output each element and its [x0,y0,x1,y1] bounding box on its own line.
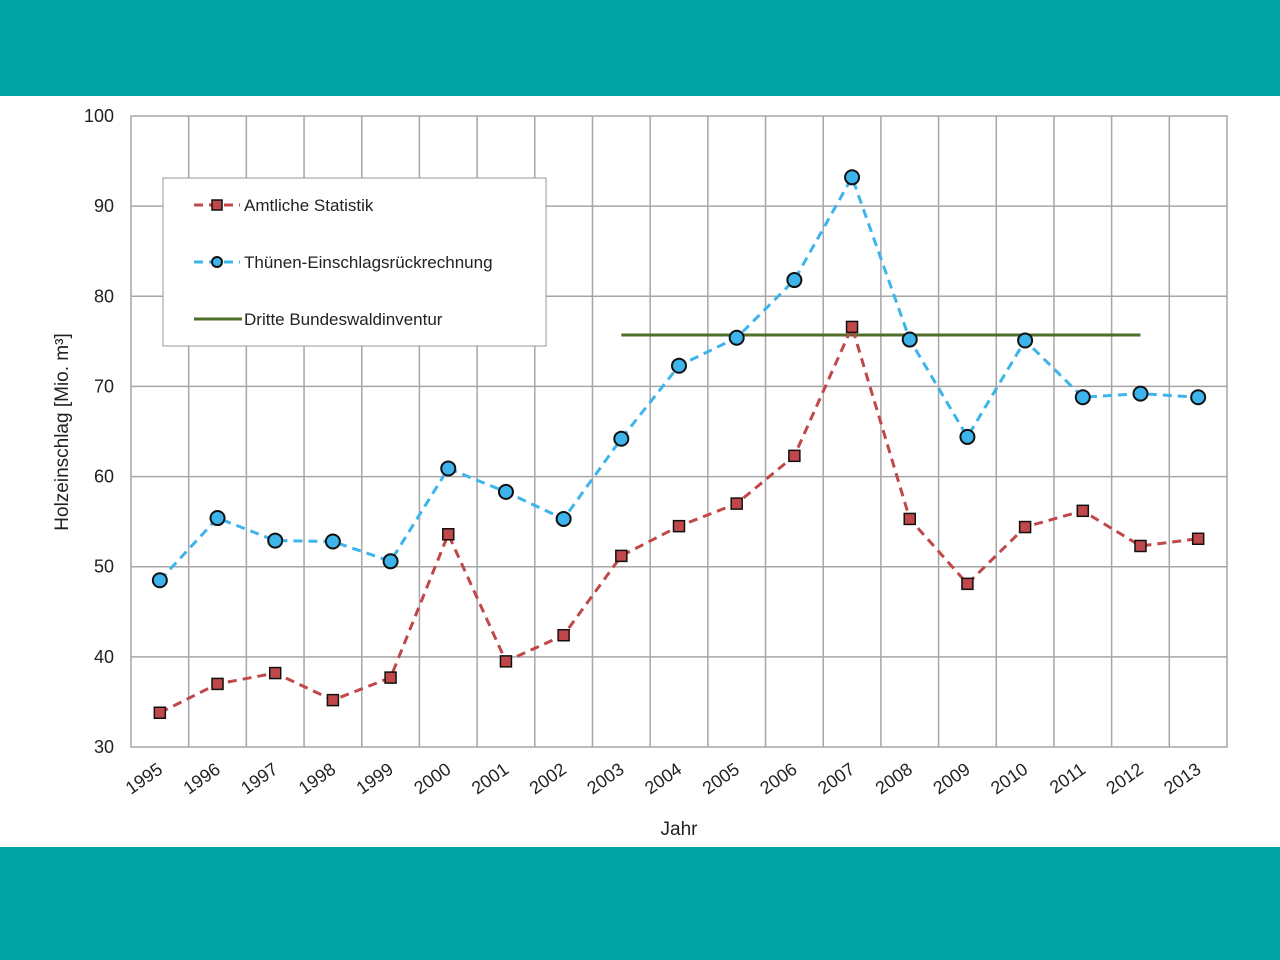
x-tick-label: 2012 [1102,759,1146,798]
x-tick-label: 2005 [699,759,743,798]
x-tick-label: 2006 [756,759,800,798]
data-point-thuenen [1017,332,1034,349]
data-point-thuenen [324,533,341,550]
y-tick-label: 50 [94,557,114,577]
x-tick-label: 1997 [237,759,281,798]
series-layer [151,169,1207,719]
data-point-amtliche-statistik [384,671,397,684]
data-point-thuenen [151,572,168,589]
data-point-thuenen [1190,389,1207,406]
x-tick-labels: 1995 1996 1997 1998 1999 2000 2001 2002 2003 2004… [122,759,1205,798]
x-tick-label: 2003 [583,759,627,798]
y-tick-label: 60 [94,467,114,487]
data-point-amtliche-statistik [1076,504,1090,518]
data-point-amtliche-statistik [442,528,455,541]
y-tick-label: 100 [84,106,114,126]
data-point-thuenen [1074,389,1091,406]
bottom-band [0,847,1280,960]
x-tick-label: 2011 [1046,759,1089,798]
data-point-amtliche-statistik [499,655,513,668]
data-point-amtliche-statistik [788,449,801,463]
data-point-thuenen [267,532,284,549]
data-point-thuenen [209,510,226,527]
x-tick-label: 2000 [410,759,454,798]
data-point-thuenen [555,510,572,527]
x-tick-label: 1996 [180,759,224,798]
series-line-amtliche-statistik [159,322,1199,715]
y-tick-label: 90 [94,196,114,216]
data-point-amtliche-statistik [1018,520,1032,534]
data-point-thuenen [728,329,745,346]
x-tick-label: 2010 [987,759,1031,798]
data-point-amtliche-statistik [903,512,916,526]
data-point-amtliche-statistik [153,706,167,719]
data-point-amtliche-statistik [845,320,859,334]
plot-border [130,115,1228,748]
data-point-amtliche-statistik [211,677,224,691]
x-tick-label: 2008 [872,759,916,798]
x-tick-label: 1999 [353,759,397,798]
legend-label: Dritte Bundeswaldinventur [244,310,443,329]
data-point-thuenen [440,460,457,477]
legend-label: Amtliche Statistik [244,196,374,215]
y-tick-labels: 30 40 50 60 70 80 90 100 [84,106,114,757]
x-tick-label: 2009 [929,759,973,798]
x-tick-label: 2004 [641,759,685,798]
x-tick-label: 2013 [1160,759,1204,798]
data-point-thuenen [844,169,861,186]
x-tick-label: 1998 [295,759,339,798]
data-point-amtliche-statistik [1191,532,1205,546]
data-point-thuenen [959,428,976,445]
y-tick-label: 40 [94,647,114,667]
legend-marker-circle [211,256,223,268]
x-tick-label: 2001 [468,759,512,798]
data-point-thuenen [671,357,687,374]
top-band [0,0,1280,96]
data-point-amtliche-statistik [326,693,340,707]
data-point-thuenen [786,272,803,289]
data-point-amtliche-statistik [268,666,282,680]
data-point-amtliche-statistik [557,628,570,642]
data-point-amtliche-statistik [961,577,974,591]
data-point-thuenen [382,553,399,570]
x-tick-label: 2002 [526,759,570,798]
y-tick-label: 30 [94,737,114,757]
data-point-thuenen [901,331,918,348]
y-axis-label: Holzeinschlag [Mio. m³] [52,333,73,530]
legend-label: Thünen-Einschlagsrückrechnung [244,253,493,272]
data-point-thuenen [497,483,514,500]
data-point-amtliche-statistik [672,519,686,533]
x-tick-label: 1995 [122,759,166,798]
data-point-amtliche-statistik [730,497,743,510]
x-axis-label: Jahr [661,819,699,840]
y-tick-label: 70 [94,376,114,396]
legend: Amtliche Statistik Thünen-Einschlagsrückr… [162,177,547,347]
legend-marker-square [211,199,223,211]
y-tick-label: 80 [94,286,114,306]
data-point-thuenen [613,430,630,447]
x-tick-label: 2007 [814,759,858,798]
data-point-thuenen [1132,385,1149,402]
data-point-amtliche-statistik [1134,539,1147,553]
data-point-amtliche-statistik [615,549,628,563]
